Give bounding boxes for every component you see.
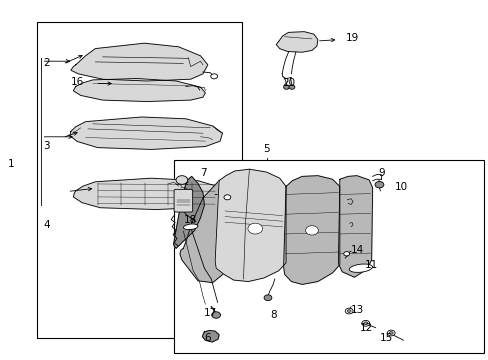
Circle shape: [210, 74, 217, 79]
Text: 19: 19: [345, 33, 358, 43]
Polygon shape: [71, 43, 207, 81]
Circle shape: [305, 226, 318, 235]
Text: 16: 16: [70, 77, 84, 87]
Text: 11: 11: [364, 260, 378, 270]
Ellipse shape: [183, 224, 198, 230]
FancyBboxPatch shape: [174, 189, 192, 212]
Circle shape: [343, 252, 349, 256]
Bar: [173, 160, 483, 353]
Polygon shape: [180, 176, 238, 283]
Circle shape: [224, 195, 230, 200]
Text: 2: 2: [43, 58, 50, 68]
Text: 14: 14: [349, 245, 363, 255]
Text: 9: 9: [377, 168, 384, 178]
Polygon shape: [70, 117, 222, 149]
Text: 6: 6: [204, 333, 211, 343]
Polygon shape: [73, 78, 205, 102]
Circle shape: [264, 295, 271, 301]
Circle shape: [283, 85, 289, 89]
Polygon shape: [283, 176, 339, 284]
Text: 3: 3: [43, 141, 50, 151]
Ellipse shape: [348, 264, 372, 273]
Polygon shape: [338, 176, 372, 277]
Circle shape: [211, 312, 220, 318]
Circle shape: [346, 310, 350, 312]
Circle shape: [363, 322, 367, 325]
Circle shape: [247, 223, 262, 234]
Text: 4: 4: [43, 220, 50, 230]
Text: 18: 18: [183, 215, 197, 225]
Circle shape: [361, 320, 369, 326]
Circle shape: [388, 332, 392, 334]
Text: 10: 10: [394, 182, 407, 192]
Text: 15: 15: [379, 333, 392, 343]
Text: 5: 5: [263, 144, 269, 154]
Text: 12: 12: [359, 323, 373, 333]
Circle shape: [176, 176, 187, 184]
Circle shape: [386, 330, 394, 336]
Text: 7: 7: [199, 168, 206, 178]
Text: 8: 8: [270, 310, 277, 320]
Polygon shape: [173, 176, 204, 248]
Circle shape: [345, 308, 352, 314]
Polygon shape: [73, 178, 227, 210]
Bar: [37, 22, 242, 338]
Text: 1: 1: [7, 159, 14, 169]
Circle shape: [288, 85, 294, 89]
Polygon shape: [202, 330, 219, 342]
Text: 13: 13: [349, 305, 363, 315]
Polygon shape: [215, 169, 285, 282]
Circle shape: [374, 181, 383, 188]
Text: 20: 20: [282, 78, 294, 88]
Text: 17: 17: [203, 308, 217, 318]
Polygon shape: [276, 32, 317, 52]
